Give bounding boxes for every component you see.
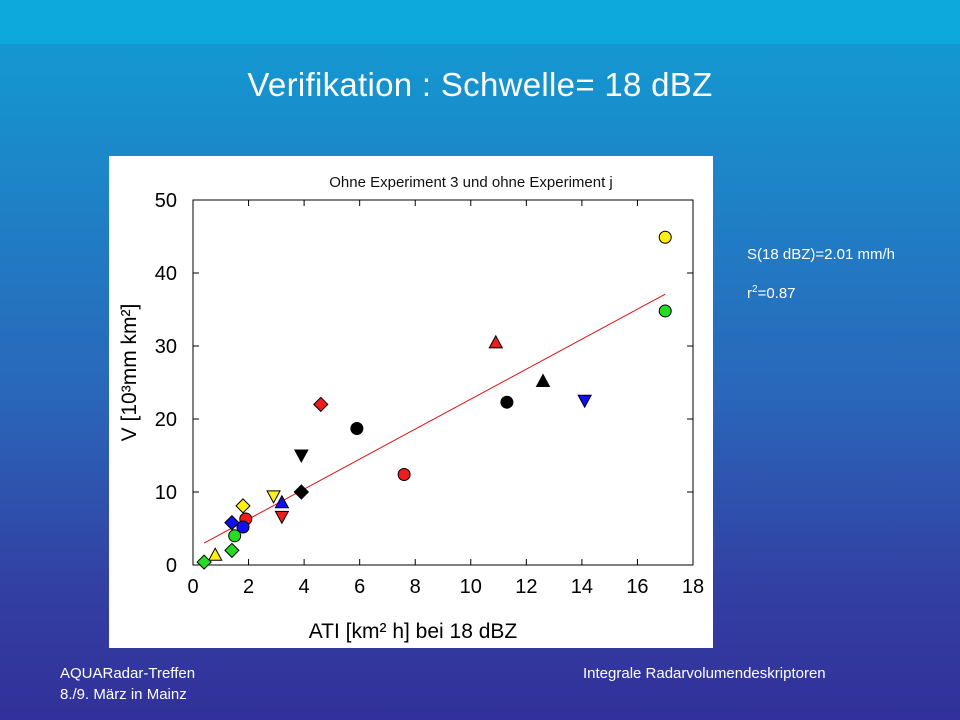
data-point-triangle-up: [274, 494, 290, 509]
x-tick-label: 2: [243, 576, 254, 598]
data-point-diamond: [224, 514, 240, 531]
data-point-diamond: [293, 484, 310, 500]
r-squared-superscript: 2: [752, 284, 758, 295]
y-axis-label: V [10³mm km²]: [118, 304, 141, 442]
footer-right: Integrale Radarvolumendeskriptoren: [583, 665, 826, 682]
data-point-triangle-down: [577, 394, 593, 409]
x-tick-label: 8: [410, 576, 421, 598]
data-point-circle: [228, 529, 242, 543]
data-point-diamond: [235, 498, 251, 514]
x-tick-label: 16: [626, 576, 648, 598]
footer-event: AQUARadar-Treffen: [60, 665, 196, 682]
chart-panel: 0 10 20 30 40 50 0 2 4 6 8 10 12 14 16 18 ATI [km² h] be…: [109, 156, 713, 648]
data-point-circle: [350, 421, 364, 435]
y-tick-label: 20: [155, 409, 177, 431]
x-tick-label: 4: [299, 576, 310, 598]
scatter-chart: 0 10 20 30 40 50 0 2 4 6 8 10 12 14 16 18 ATI [km² h] be…: [118, 190, 704, 643]
slope-annotation: S(18 dBZ)=2.01 mm/h: [747, 246, 895, 263]
footer-date: 8./9. März in Mainz: [60, 686, 187, 703]
x-tick-label: 18: [682, 576, 704, 598]
data-point-triangle-up: [488, 334, 504, 349]
x-tick-label: 10: [460, 576, 482, 598]
r-squared-value: =0.87: [757, 285, 796, 302]
data-point-triangle-up: [535, 373, 551, 388]
plot-frame: [192, 199, 694, 566]
y-tick-label: 40: [155, 263, 177, 285]
data-point-triangle-down: [266, 490, 281, 504]
data-point-triangle-down: [293, 449, 309, 464]
x-tick-label: 0: [187, 576, 198, 598]
slide-title: Verifikation : Schwelle= 18 dBZ: [247, 66, 713, 103]
data-point-diamond: [196, 554, 212, 570]
data-point-circle: [397, 467, 411, 481]
data-point-circle: [658, 230, 672, 244]
x-tick-label: 12: [515, 576, 537, 598]
r-squared-annotation: r2=0.87: [747, 284, 796, 302]
x-axis-label: ATI [km² h] bei 18 dBZ: [309, 620, 518, 643]
y-tick-label: 50: [155, 190, 177, 212]
regression-line: [203, 293, 666, 544]
data-point-circle: [236, 520, 250, 534]
data-point-triangle-down: [274, 510, 290, 525]
data-point-diamond: [224, 542, 240, 559]
data-point-circle: [658, 304, 672, 318]
x-tick-label: 14: [571, 576, 593, 598]
r-squared-prefix: r: [747, 285, 752, 302]
chart-subtitle: Ohne Experiment 3 und ohne Experiment j: [329, 174, 613, 191]
x-tick-label: 6: [354, 576, 365, 598]
data-point-circle: [500, 395, 514, 409]
data-point-diamond: [313, 396, 329, 413]
data-point-triangle-up: [207, 547, 223, 561]
y-tick-label: 30: [155, 336, 177, 358]
top-band: [0, 0, 960, 44]
y-tick-label: 10: [155, 482, 177, 504]
y-tick-label: 0: [166, 555, 177, 577]
footer-left: AQUARadar-Treffen 8./9. März in Mainz: [60, 663, 195, 705]
